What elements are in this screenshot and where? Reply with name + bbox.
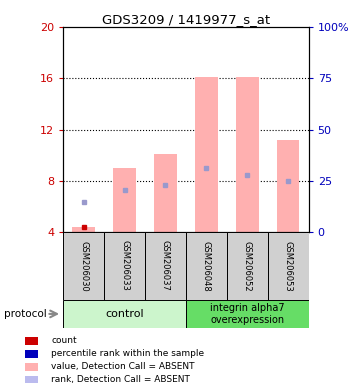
Bar bbox=[154, 154, 177, 232]
Title: GDS3209 / 1419977_s_at: GDS3209 / 1419977_s_at bbox=[102, 13, 270, 26]
Bar bbox=[25, 376, 38, 384]
Bar bbox=[25, 337, 38, 344]
Text: GSM206053: GSM206053 bbox=[284, 240, 293, 291]
Text: count: count bbox=[51, 336, 77, 346]
Bar bbox=[113, 168, 136, 232]
Bar bbox=[277, 140, 299, 232]
Text: GSM206033: GSM206033 bbox=[120, 240, 129, 291]
Text: GSM206052: GSM206052 bbox=[243, 241, 252, 291]
Text: rank, Detection Call = ABSENT: rank, Detection Call = ABSENT bbox=[51, 375, 190, 384]
Bar bbox=[186, 300, 309, 328]
Text: value, Detection Call = ABSENT: value, Detection Call = ABSENT bbox=[51, 362, 195, 371]
Bar bbox=[268, 232, 309, 300]
Text: integrin alpha7
overexpression: integrin alpha7 overexpression bbox=[210, 303, 284, 325]
Text: GSM206048: GSM206048 bbox=[202, 240, 211, 291]
Bar bbox=[236, 77, 258, 232]
Text: protocol: protocol bbox=[4, 309, 46, 319]
Bar bbox=[104, 232, 145, 300]
Bar bbox=[63, 232, 104, 300]
Text: control: control bbox=[105, 309, 144, 319]
Bar bbox=[25, 350, 38, 358]
Bar bbox=[63, 300, 186, 328]
Text: percentile rank within the sample: percentile rank within the sample bbox=[51, 349, 204, 358]
Bar bbox=[195, 77, 218, 232]
Bar bbox=[186, 232, 227, 300]
Text: GSM206037: GSM206037 bbox=[161, 240, 170, 291]
Bar bbox=[25, 363, 38, 371]
Bar bbox=[227, 232, 268, 300]
Text: GSM206030: GSM206030 bbox=[79, 240, 88, 291]
Bar bbox=[72, 227, 95, 232]
Bar bbox=[145, 232, 186, 300]
